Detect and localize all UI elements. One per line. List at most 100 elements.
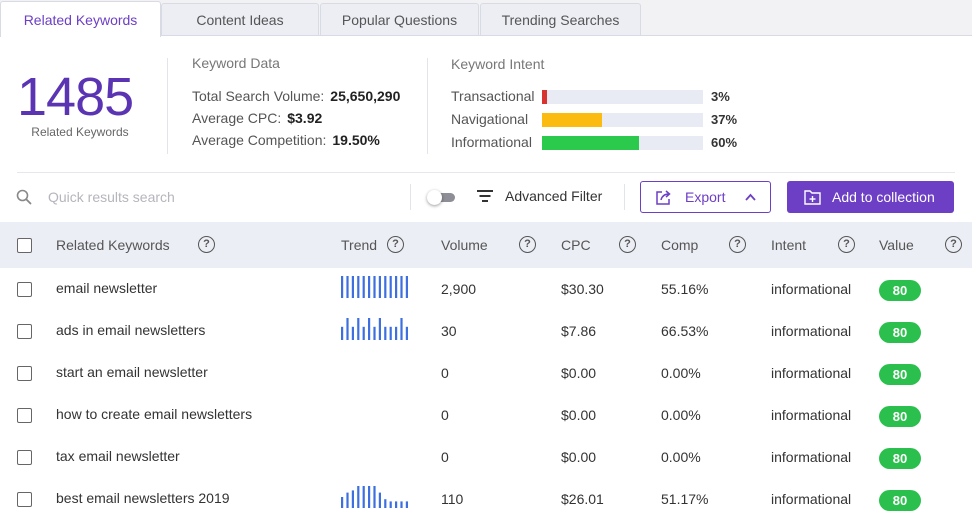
keyword-link[interactable]: email newsletter [56,280,158,296]
export-button[interactable]: Export [640,181,771,213]
intent-value: informational [771,491,852,507]
header-trend[interactable]: Trend [341,237,378,253]
intent-bar-informational [542,136,703,150]
intent-value: informational [771,365,852,381]
keyword-count-label: Related Keywords [31,125,129,139]
volume-value: 0 [441,365,449,381]
trend-bar [351,326,354,340]
add-to-collection-label: Add to collection [832,189,935,205]
trend-bar [357,276,360,298]
filter-toggle[interactable] [427,190,455,205]
intent-label-transactional: Transactional [451,88,535,104]
intent-bar-transactional [542,90,703,104]
intent-value: informational [771,449,852,465]
advanced-filter-button[interactable]: Advanced Filter [505,188,603,204]
row-checkbox[interactable] [17,282,32,297]
header-keyword[interactable]: Related Keywords [56,237,170,253]
value-badge: 80 [879,364,921,385]
keyword-count: 1485 [17,67,134,127]
trend-bar [346,492,349,508]
help-icon[interactable]: ? [198,236,215,253]
trend-bar [341,326,344,340]
header-cpc[interactable]: CPC [561,237,591,253]
filter-icon[interactable] [477,189,493,203]
cpc-value: $0.00 [561,365,597,381]
total-search-volume-value: 25,650,290 [330,88,401,104]
intent-value: informational [771,281,852,297]
row-checkbox[interactable] [17,408,32,423]
help-icon[interactable]: ? [729,236,746,253]
cpc-value: $0.00 [561,449,597,465]
trend-bar [395,276,398,298]
value-badge: 80 [879,322,921,343]
chevron-up-icon [745,193,756,201]
intent-value: informational [771,407,852,423]
intent-percent: 37% [711,112,738,127]
volume-value: 110 [441,491,464,507]
trend-bar [395,326,398,340]
divider [410,184,411,210]
trend-bar [362,276,365,298]
keyword-link[interactable]: how to create email newsletters [56,406,253,422]
value-badge: 80 [879,490,921,511]
row-checkbox[interactable] [17,366,32,381]
help-icon[interactable]: ? [945,236,962,253]
cpc-value: $26.01 [561,491,604,507]
average-competition-value: 19.50% [332,132,380,148]
row-checkbox[interactable] [17,450,32,465]
cpc-value: $0.00 [561,407,597,423]
tab-trending-searches[interactable]: Trending Searches [480,3,641,36]
header-value[interactable]: Value [879,237,914,253]
keyword-link[interactable]: best email newsletters 2019 [56,490,230,506]
keyword-link[interactable]: tax email newsletter [56,448,180,464]
results-panel: 1485 Related Keywords Keyword Data Total… [0,35,972,516]
divider [17,172,955,173]
add-to-collection-button[interactable]: Add to collection [787,181,954,213]
comp-value: 0.00% [661,407,701,423]
table-row: email newsletter 2,900 $30.30 55.16% informa… [0,268,972,310]
comp-value: 51.17% [661,491,709,507]
help-icon[interactable]: ? [619,236,636,253]
trend-bar [405,501,408,508]
table-row: tax email newsletter 0 $0.00 0.00% informati… [0,436,972,478]
keyword-link[interactable]: ads in email newsletters [56,322,206,338]
header-comp[interactable]: Comp [661,237,699,253]
keyword-link[interactable]: start an email newsletter [56,364,208,380]
cpc-value: $30.30 [561,281,604,297]
row-checkbox[interactable] [17,492,32,507]
search-icon [16,189,32,205]
trend-bar [351,490,354,508]
header-intent[interactable]: Intent [771,237,807,253]
average-competition-label: Average Competition: [192,132,327,148]
trend-bar [378,492,381,508]
help-icon[interactable]: ? [838,236,855,253]
divider [624,184,625,210]
help-icon[interactable]: ? [387,236,404,253]
trend-bar [362,326,365,340]
table-row: start an email newsletter 0 $0.00 0.00% info… [0,352,972,394]
help-icon[interactable]: ? [519,236,536,253]
comp-value: 0.00% [661,365,701,381]
header-volume[interactable]: Volume [441,237,488,253]
trend-bar [378,318,381,340]
value-badge: 80 [879,448,921,469]
cpc-value: $7.86 [561,323,597,339]
trend-bar [378,276,381,298]
quick-search-input[interactable] [48,186,388,208]
volume-value: 0 [441,407,449,423]
table-row: ads in email newsletters 30 $7.86 66.53% inf… [0,310,972,352]
trend-bar [368,318,371,340]
intent-bar-fill [542,113,602,127]
tab-related-keywords[interactable]: Related Keywords [0,1,161,37]
intent-label-informational: Informational [451,134,532,150]
trend-bar [373,326,376,340]
table-row: how to create email newsletters 0 $0.00 0.0… [0,394,972,436]
volume-value: 0 [441,449,449,465]
row-checkbox[interactable] [17,324,32,339]
tab-content-ideas[interactable]: Content Ideas [161,3,319,36]
select-all-checkbox[interactable] [17,238,32,253]
trend-bar [357,318,360,340]
trend-bar [357,486,360,508]
comp-value: 55.16% [661,281,709,297]
tab-popular-questions[interactable]: Popular Questions [320,3,479,36]
